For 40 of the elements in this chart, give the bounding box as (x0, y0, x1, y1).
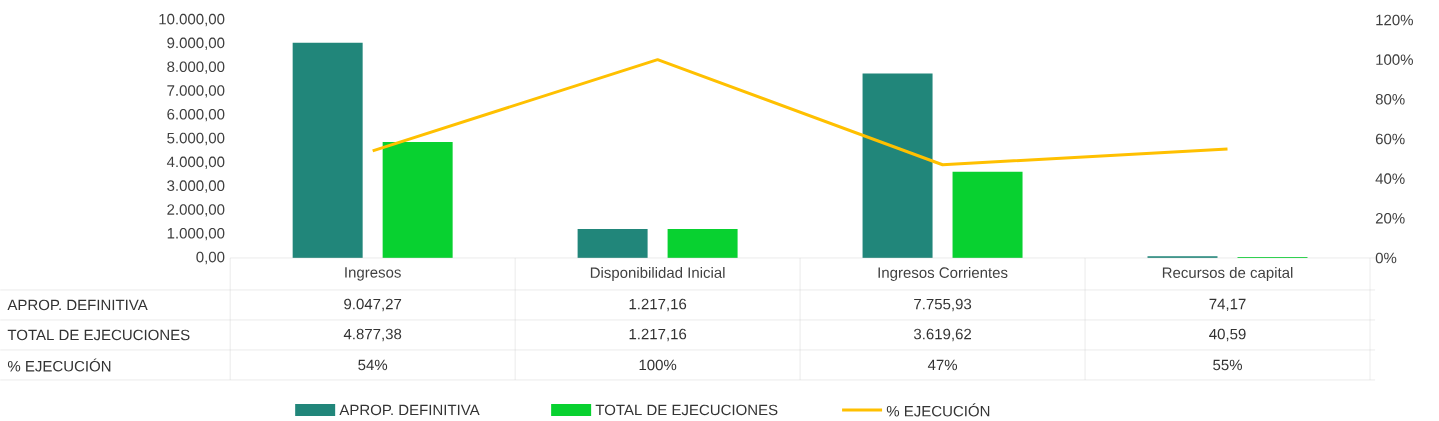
legend-label: % EJECUCIÓN (886, 403, 990, 417)
y-tick-label: 8.000,00 (167, 61, 225, 74)
y2-tick-label: 60% (1375, 133, 1405, 145)
y2-tick-label: 120% (1376, 14, 1413, 26)
data-label: 47% (927, 359, 958, 371)
y-tick-label: 4.000,00 (166, 156, 225, 169)
text: TOTAL DE EJECUCIONES (7, 329, 190, 341)
data-label: 55% (1213, 359, 1242, 371)
data-label: 3.619,62 (913, 328, 972, 342)
x-tick-label: Ingresos (345, 267, 401, 281)
y-tick-label: 5.000,00 (167, 132, 225, 146)
y-tick-label: 3.000,00 (167, 180, 225, 193)
y-tick-label: 7.000,00 (167, 85, 225, 98)
text: APROP. DEFINITIVA (7, 299, 148, 311)
y-tick-label: 6.000,00 (167, 109, 225, 122)
data-label: 100% (639, 359, 677, 371)
data-label: 4.877,38 (343, 328, 402, 342)
legend-label: TOTAL DE EJECUCIONES (595, 404, 778, 416)
y-tick-label: 2.000,00 (167, 204, 225, 217)
data-label: 1.217,16 (629, 328, 687, 342)
y2-tick-label: 80% (1375, 94, 1405, 105)
x-tick-label: Ingresos Corrientes (878, 267, 1008, 281)
legend-label: APROP. DEFINITIVA (339, 404, 480, 416)
data-label: 54% (358, 359, 388, 371)
y-tick-label: 9.000,00 (167, 37, 225, 51)
data-label: 40,59 (1209, 328, 1246, 342)
y-tick-label: 0,00 (196, 251, 225, 265)
data-label: 74,17 (1209, 298, 1246, 312)
y2-tick-label: 40% (1375, 173, 1405, 184)
y2-tick-label: 0% (1375, 252, 1397, 264)
y2-tick-label: 20% (1375, 213, 1405, 224)
data-label: 7.755,93 (914, 298, 972, 312)
data-label: 9.047,27 (344, 298, 402, 312)
y-tick-label: 1.000,00 (167, 228, 225, 241)
x-tick-label: Disponibilidad Inicial (590, 267, 725, 281)
x-tick-label: Recursos de capital (1162, 267, 1293, 281)
text: % EJECUCIÓN (7, 358, 111, 372)
y2-tick-label: 100% (1376, 54, 1413, 65)
data-label: 1.217,16 (629, 298, 687, 312)
y-tick-label: 10.000,00 (159, 13, 225, 27)
